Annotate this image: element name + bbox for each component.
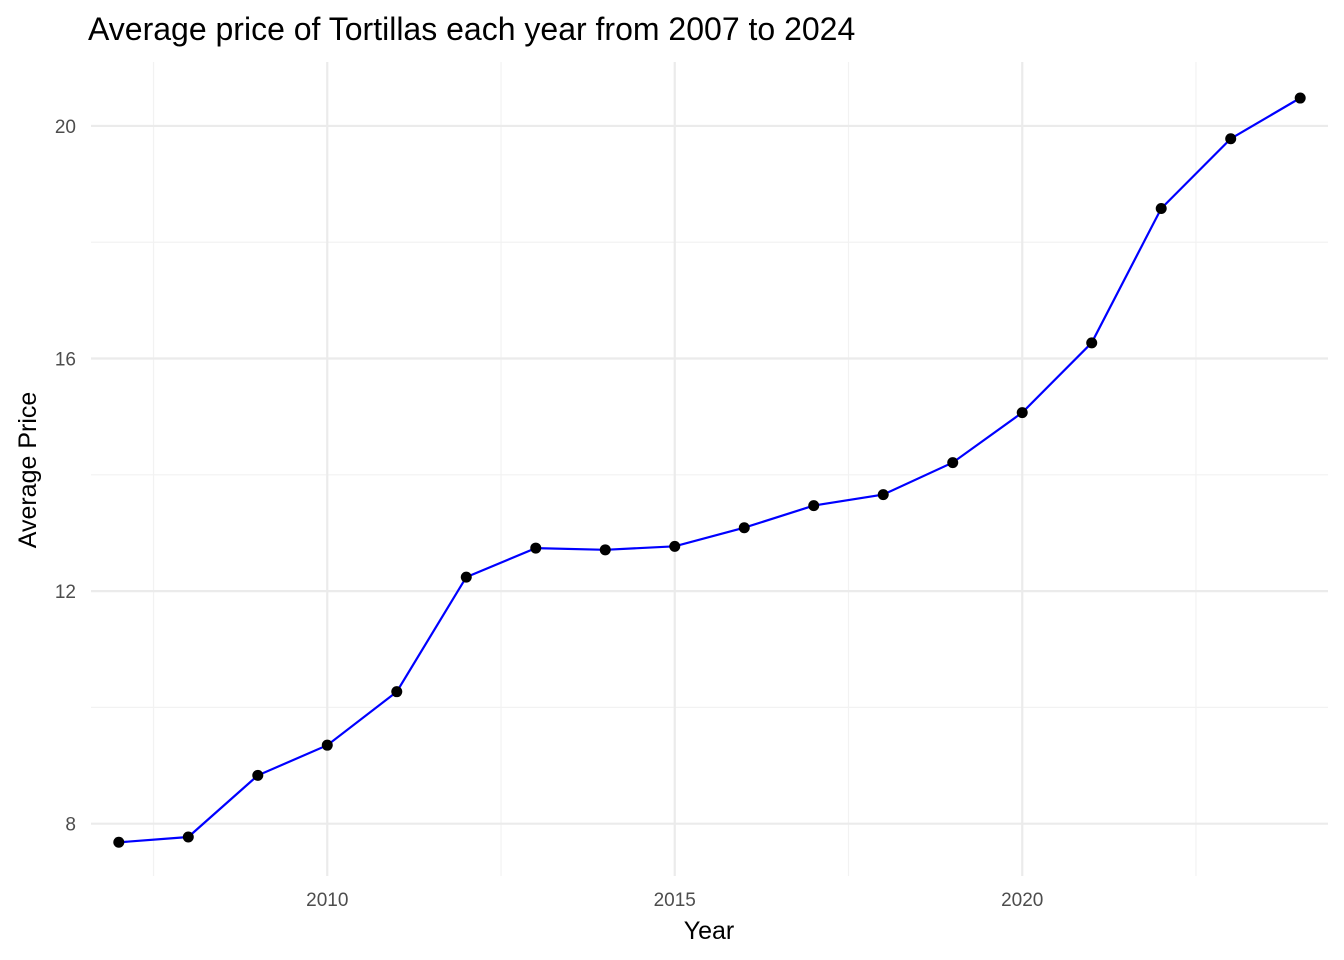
data-point (599, 544, 611, 556)
y-tick-label: 8 (65, 815, 76, 836)
x-tick-label: 2020 (1001, 890, 1043, 911)
data-point (808, 500, 820, 512)
y-tick-label: 20 (55, 117, 76, 138)
y-tick-labels: 8 12 16 20 (55, 117, 76, 836)
data-points (113, 92, 1306, 848)
data-point (669, 540, 681, 552)
data-point (1016, 407, 1028, 419)
data-point (1155, 203, 1167, 215)
data-point (530, 542, 542, 554)
data-point (321, 739, 333, 751)
x-tick-label: 2010 (306, 890, 348, 911)
data-point (1086, 337, 1098, 349)
data-point (113, 836, 125, 848)
data-point (182, 831, 194, 843)
data-point (1225, 133, 1237, 145)
data-point (460, 571, 472, 583)
data-point (947, 457, 959, 469)
data-point (738, 522, 750, 534)
series-line (118, 97, 1301, 844)
y-axis-label: Average Price (14, 392, 42, 549)
grid (91, 62, 1328, 876)
x-tick-labels: 2010 2015 2020 (306, 890, 1043, 911)
data-point (391, 686, 403, 698)
data-point (252, 769, 264, 781)
data-point (1294, 92, 1306, 104)
x-tick-label: 2015 (654, 890, 696, 911)
data-point (877, 489, 889, 501)
y-tick-label: 12 (55, 582, 76, 603)
y-tick-label: 16 (55, 350, 76, 371)
x-axis-label: Year (684, 917, 735, 945)
chart-title: Average price of Tortillas each year fro… (88, 11, 855, 47)
